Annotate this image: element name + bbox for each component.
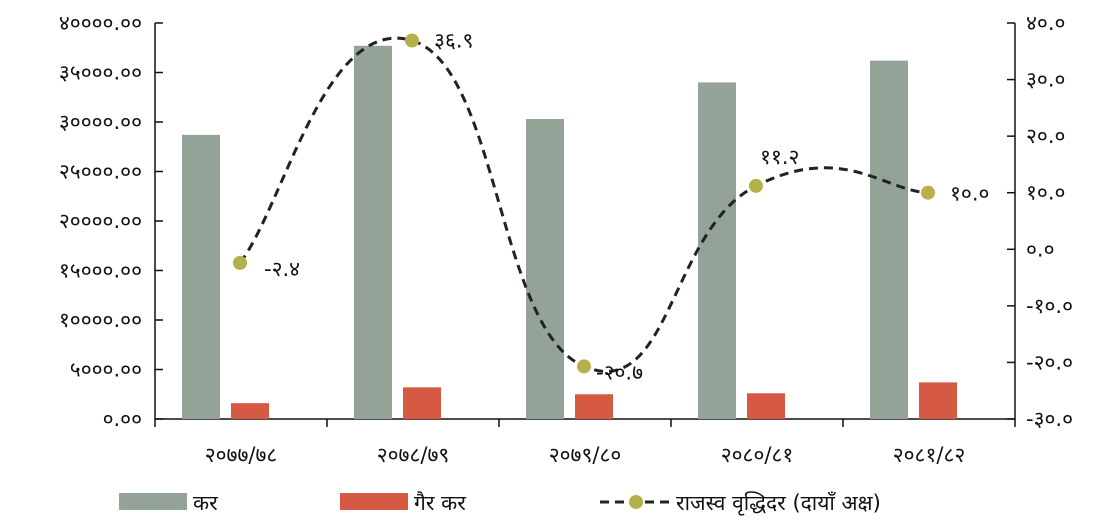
legend-swatch-tax [119,493,187,510]
tax-bar [870,60,908,420]
left-tick-label: ३००००.०० [59,110,142,134]
legend: कर गैर कर राजस्व वृद्धिदर (दायाँ अक्ष) [119,491,881,516]
growth-data-label: ११.२ [760,145,799,169]
growth-point [749,178,763,193]
tax-bar [698,82,736,420]
x-tick-label: २०७७/७८ [205,443,278,467]
growth-data-label: ३६.९ [434,29,473,53]
left-tick-label: ४००००.०० [59,11,142,35]
non-tax-bar [231,403,269,419]
growth-data-label: -२०.७ [596,360,643,384]
axes: ०.०० ५०००.०० १००००.०० १५०००.०० २००००.०० २५०००… [59,11,1073,467]
legend-marker-growth [629,495,643,509]
left-tick-label: ३५०००.०० [59,61,142,85]
growth-line-path [238,36,929,373]
right-tick-label: ०.० [1026,237,1055,261]
non-tax-bar [747,393,785,419]
x-tick-label: २०७८/७९ [377,443,450,467]
non-tax-bar [403,387,441,419]
growth-line [233,33,935,374]
tax-bar [526,119,564,419]
right-tick-label: ३०.० [1026,68,1065,92]
left-tick-label: २५०००.०० [59,160,142,184]
left-tick-label: २००००.०० [59,209,142,233]
growth-point [921,185,935,200]
legend-label-non-tax: गैर कर [414,491,466,515]
tax-bar [182,134,220,419]
x-tick-label: २०७९/८० [549,443,622,467]
growth-point [405,33,419,48]
legend-label-growth: राजस्व वृद्धिदर (दायाँ अक्ष) [676,491,881,516]
right-tick-label: -३०.० [1026,407,1073,431]
growth-data-label: -२.४ [264,257,300,281]
growth-point [233,255,247,270]
left-tick-label: ५०००.०० [70,358,142,382]
left-tick-label: ०.०० [103,407,142,431]
x-tick-label: २०८०/८१ [721,443,794,467]
left-tick-label: १५०००.०० [59,259,142,283]
growth-point [577,359,591,374]
legend-swatch-non-tax [340,493,408,510]
left-tick-label: १००००.०० [59,308,142,332]
right-tick-label: २०.० [1026,124,1065,148]
bars [182,45,957,420]
right-tick-label: १०.० [1026,181,1065,205]
non-tax-bar [919,382,957,419]
right-tick-label: -२०.० [1026,350,1073,374]
right-tick-label: -१०.० [1026,294,1073,318]
right-tick-label: ४०.० [1026,11,1065,35]
non-tax-bar [575,394,613,419]
x-tick-label: २०८१/८२ [893,443,966,467]
labels: -२.४ ३६.९ -२०.७ ११.२ १०.० [264,29,989,385]
legend-label-tax: कर [193,491,218,515]
growth-data-label: १०.० [950,182,989,206]
tax-bar [354,45,392,420]
